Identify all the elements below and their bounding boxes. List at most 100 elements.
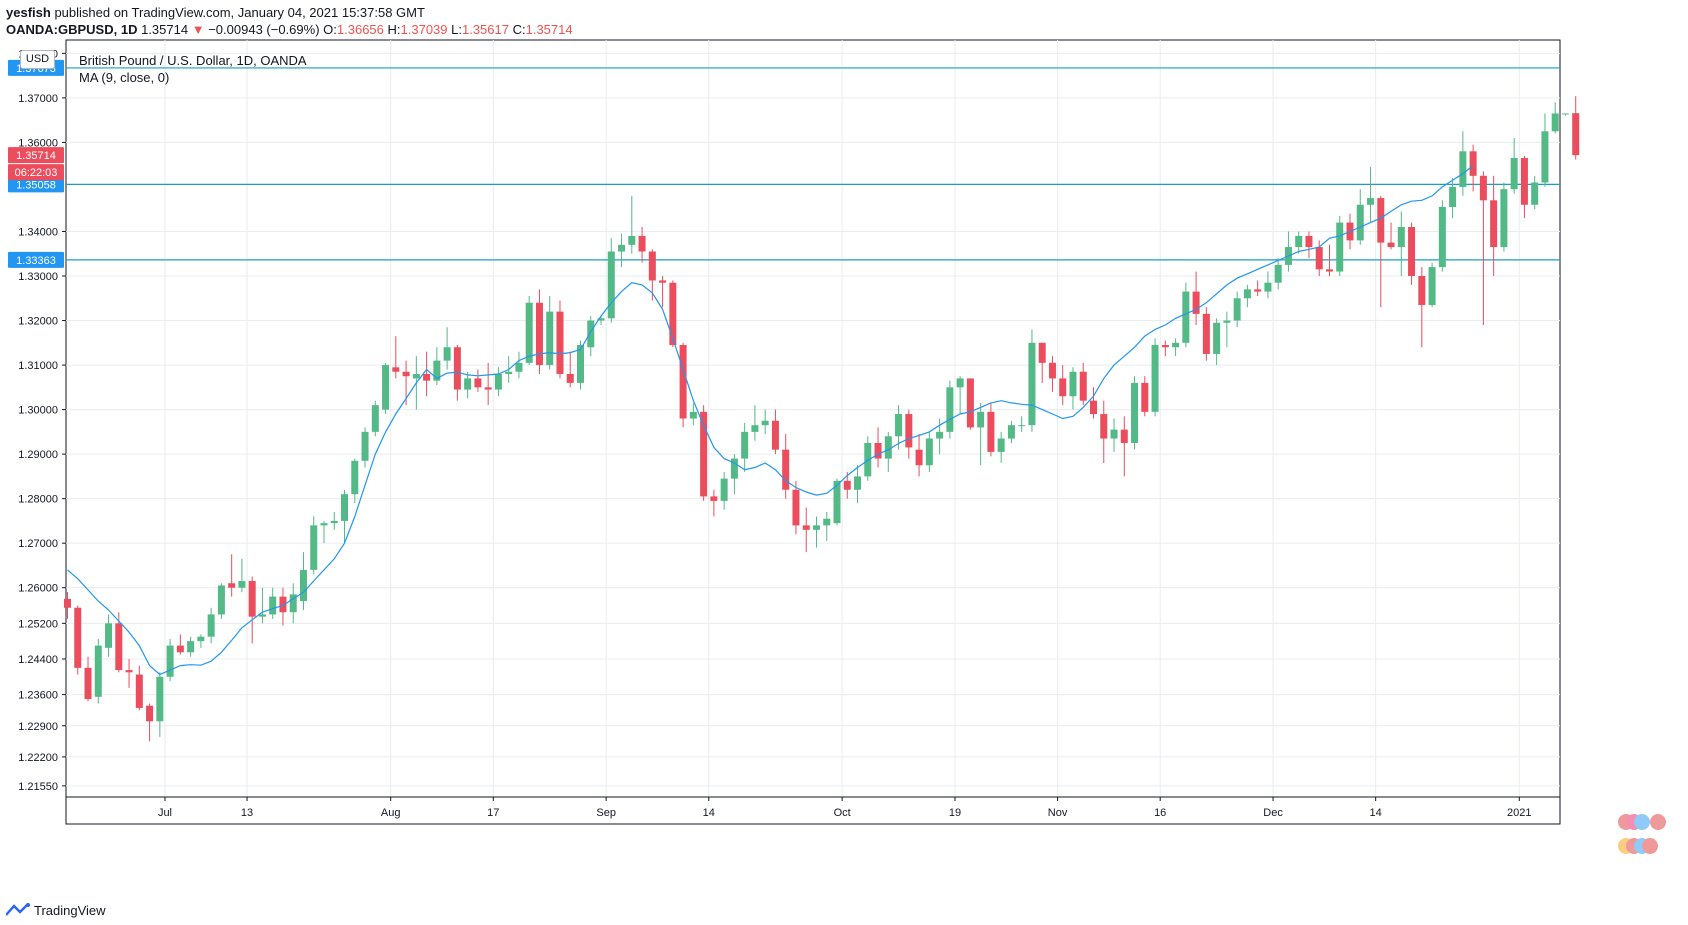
candle-up — [330, 512, 338, 530]
candle-up — [1233, 291, 1241, 328]
candle-down — [1090, 387, 1097, 419]
candle-body — [402, 371, 410, 377]
candle-up — [956, 376, 964, 415]
candle-body — [741, 431, 749, 459]
candle-up — [812, 516, 820, 548]
footer-brand[interactable]: TradingView — [6, 900, 106, 920]
x-tick-label: 2021 — [1507, 807, 1531, 819]
candle-up — [1356, 189, 1364, 245]
candle-body — [525, 302, 533, 363]
candle-body — [1059, 378, 1067, 397]
candle-down — [392, 336, 400, 379]
x-tick-label: 19 — [949, 807, 961, 819]
candle-body — [382, 365, 390, 410]
candle-down — [710, 489, 718, 517]
candle-up — [1028, 329, 1036, 432]
candle-body — [351, 460, 359, 495]
candle-body — [105, 623, 113, 648]
x-tick-label: 17 — [487, 807, 499, 819]
y-tick-label: 1.33000 — [18, 271, 58, 283]
candle-up — [546, 296, 554, 370]
candle-body — [423, 373, 431, 381]
candle-up — [382, 362, 390, 415]
last-price-tag-bg — [8, 147, 64, 164]
candle-up — [1007, 420, 1015, 443]
candle-body — [1315, 247, 1323, 270]
candle-body — [1028, 342, 1036, 426]
candle-body — [535, 302, 543, 366]
y-tick-label: 1.22200 — [18, 752, 58, 764]
candle-body — [238, 581, 246, 588]
candle-body — [895, 414, 903, 437]
candle-down — [1325, 244, 1333, 277]
candle-up — [1172, 338, 1180, 357]
candle-up — [1018, 416, 1026, 432]
candle-up — [310, 516, 318, 575]
candle-up — [166, 638, 174, 682]
candle-body — [720, 478, 728, 501]
candle-up — [105, 614, 113, 657]
candle-body — [730, 458, 738, 479]
candle-down — [771, 409, 779, 455]
currency-badge[interactable]: USD — [20, 50, 55, 69]
candle-body — [1161, 345, 1169, 348]
open-label: O: — [323, 22, 337, 37]
candle-down — [484, 362, 492, 406]
candle-up — [1264, 271, 1272, 299]
author-name[interactable]: yesfish — [6, 5, 51, 20]
candle-up — [187, 636, 195, 657]
level-tag-label: 1.35058 — [16, 179, 56, 191]
low-value: 1.35617 — [461, 22, 509, 37]
candle-down — [1161, 340, 1169, 357]
candle-body — [1397, 227, 1405, 248]
candle-up — [936, 418, 944, 455]
candle-up — [1367, 166, 1375, 223]
candle-up — [258, 587, 266, 624]
candle-up — [1284, 231, 1292, 272]
economic-events-icon[interactable] — [1610, 810, 1680, 860]
last-price: 1.35714 — [141, 22, 189, 37]
candle-up — [607, 238, 615, 323]
candle-body — [618, 244, 626, 252]
candle-up — [1551, 102, 1559, 134]
candle-up — [628, 195, 636, 254]
candle-up — [1336, 215, 1344, 277]
candle-body — [433, 360, 441, 381]
candle-body — [802, 525, 810, 530]
candle-body — [679, 345, 687, 419]
candle-down — [966, 378, 974, 430]
x-tick-label: Sep — [596, 807, 616, 819]
candle-down — [176, 634, 184, 655]
candle-down — [792, 480, 800, 535]
candle-down — [135, 665, 143, 711]
candle-up — [1510, 137, 1518, 194]
candle-up — [217, 583, 225, 619]
y-tick-label: 1.32000 — [18, 316, 58, 328]
candle-body — [515, 362, 523, 372]
candle-body — [74, 607, 82, 668]
symbol-label: OANDA:GBPUSD, 1D — [6, 22, 138, 37]
candle-down — [915, 434, 923, 477]
candle-up — [1295, 231, 1303, 254]
x-tick-label: Jul — [158, 807, 172, 819]
candle-down — [125, 658, 133, 688]
candle-body — [484, 387, 492, 390]
candle-body — [1151, 345, 1159, 412]
candle-body — [248, 581, 256, 617]
candle-body — [115, 623, 123, 671]
candle-body — [1069, 371, 1077, 397]
candle-down — [648, 249, 656, 301]
candle-body — [1007, 425, 1015, 439]
level-tag-bg — [8, 176, 64, 193]
publish-info: yesfish published on TradingView.com, Ja… — [6, 5, 425, 21]
candle-body — [1131, 382, 1139, 443]
candle-up — [1561, 113, 1569, 116]
candle-down — [228, 554, 236, 597]
candle-up — [515, 351, 523, 379]
candle-body — [628, 235, 636, 245]
level-tag-label: 1.33363 — [16, 255, 56, 267]
low-label: L: — [451, 22, 462, 37]
candle-up — [1110, 418, 1118, 452]
y-tick-label: 1.26000 — [18, 583, 58, 595]
